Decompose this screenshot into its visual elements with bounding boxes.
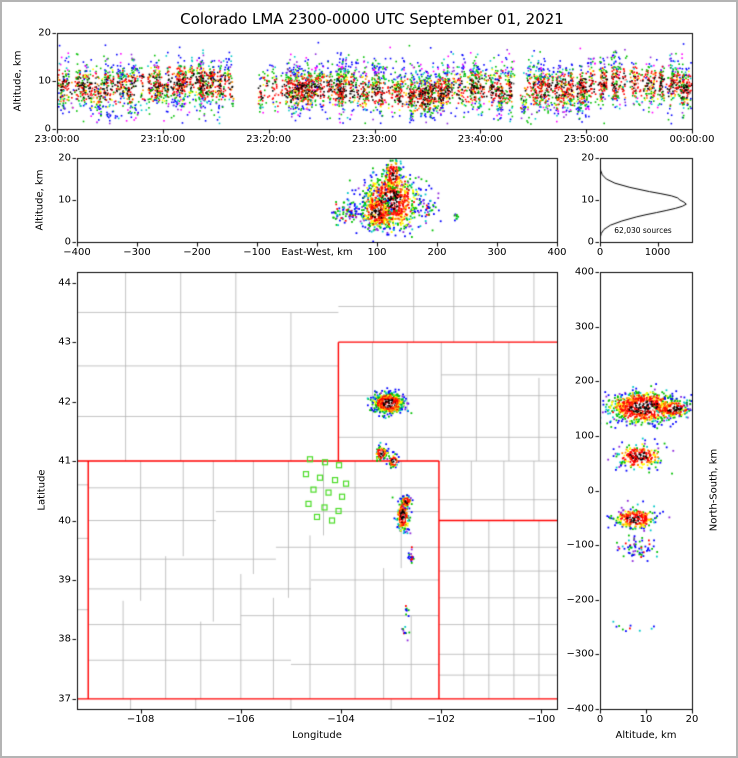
- ew-xtick-label: 200: [427, 247, 447, 258]
- ew-xtick-label: −100: [243, 247, 271, 258]
- ns-ytick-label: 400: [574, 266, 594, 278]
- time-xtick-label: 23:30:00: [352, 134, 397, 145]
- ns-ytick-label: −100: [566, 539, 594, 551]
- time-ytick-label: 10: [38, 75, 51, 87]
- map-xtick-label: −100: [527, 714, 556, 725]
- ns-ytick-label: 0: [587, 485, 594, 496]
- ew-xtick-label: 300: [487, 247, 507, 258]
- ns-ytick-label: 200: [574, 375, 594, 387]
- ns-ytick-label: −300: [566, 648, 594, 660]
- map-ytick-label: 39: [58, 574, 71, 586]
- ns-xtick-label: 20: [685, 714, 699, 725]
- hist-xtick-label: 0: [596, 247, 604, 258]
- map-xtick-label: −104: [327, 714, 355, 725]
- time-ytick-label: 20: [38, 27, 51, 39]
- map-xtick-label: −106: [227, 714, 255, 725]
- map-ytick-label: 40: [58, 515, 71, 527]
- map-panel-xlabel: Longitude: [292, 730, 342, 741]
- map-ytick-label: 42: [58, 396, 71, 408]
- map-xtick-label: −108: [126, 714, 155, 725]
- ew-ytick-label: 20: [58, 152, 71, 164]
- ew-xtick-label: −200: [183, 247, 211, 258]
- map-panel-ylabel: Latitude: [36, 469, 48, 511]
- ew-ytick-label: 0: [64, 236, 71, 248]
- ew-xtick-label: −300: [123, 247, 151, 258]
- ns-xtick-label: 0: [596, 714, 604, 725]
- time-xtick-label: 23:40:00: [457, 134, 503, 145]
- ew-xtick-label: 100: [367, 247, 387, 258]
- ew-xtick-label: 400: [547, 247, 567, 258]
- ns-ytick-label: −200: [566, 594, 594, 606]
- time-xtick-label: 23:10:00: [140, 134, 186, 145]
- ew-xtick-label: −400: [63, 247, 91, 258]
- ew-panel-ylabel: Altitude, km: [34, 169, 46, 231]
- ew-ytick-label: 10: [58, 194, 71, 206]
- time-ytick-label: 0: [44, 123, 51, 135]
- hist-xtick-label: 1000: [644, 247, 671, 258]
- map-ytick-label: 41: [58, 455, 71, 467]
- map-ytick-label: 37: [58, 693, 71, 705]
- sources-count-label: 62,030 sources: [614, 226, 672, 235]
- time-xtick-label: 00:00:00: [669, 134, 715, 145]
- map-ytick-label: 43: [58, 336, 71, 348]
- hist-ytick-label: 0: [587, 236, 594, 248]
- map-ytick-label: 38: [58, 633, 71, 645]
- ew-panel-xlabel: East-West, km: [281, 247, 353, 258]
- time-panel-ylabel: Altitude, km: [12, 50, 24, 112]
- map-ytick-label: 44: [58, 277, 71, 289]
- ns-xtick-label: 10: [639, 714, 653, 725]
- figure-title: Colorado LMA 2300-0000 UTC September 01,…: [180, 10, 564, 28]
- time-xtick-label: 23:20:00: [246, 134, 292, 145]
- time-xtick-label: 23:00:00: [34, 134, 80, 145]
- ns-panel-ylabel: North-South, km: [708, 448, 720, 532]
- ns-ytick-label: 100: [574, 430, 594, 442]
- ns-ytick-label: −400: [566, 703, 594, 715]
- map-xtick-label: −102: [427, 714, 455, 725]
- ns-ytick-label: 300: [574, 321, 594, 333]
- ns-panel-xlabel: Altitude, km: [615, 730, 677, 741]
- hist-ytick-label: 20: [581, 152, 594, 164]
- hist-ytick-label: 10: [581, 194, 594, 206]
- time-xtick-label: 23:50:00: [563, 134, 609, 145]
